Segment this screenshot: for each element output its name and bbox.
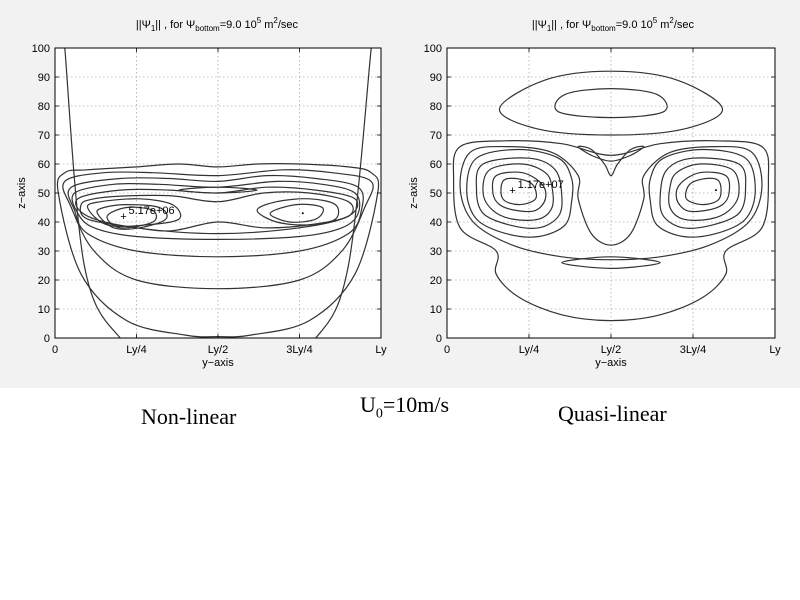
y-tick-label: 100 — [424, 43, 442, 55]
y-axis-label: z−axis — [408, 177, 420, 209]
y-tick-label: 30 — [430, 246, 442, 258]
caption-quasi-linear: Quasi-linear — [558, 401, 667, 426]
contour-line — [577, 145, 645, 177]
contour-line — [684, 177, 722, 206]
y-tick-label: 20 — [38, 275, 50, 287]
caption-velocity: U0=10m/s — [360, 392, 449, 422]
caption-velocity-subscript: 0 — [375, 406, 383, 422]
x-tick-label: 0 — [52, 344, 58, 356]
y-tick-label: 70 — [38, 130, 50, 142]
y-tick-label: 60 — [430, 159, 442, 171]
plot-non-linear: ||Ψ1|| , for Ψbottom=9.0 105 m2/sec 0 Ly/… — [16, 16, 387, 369]
contour-line — [452, 140, 770, 322]
y-tick-label: 10 — [430, 304, 442, 316]
maximum-plus-marker: + — [120, 211, 126, 223]
contour-line — [491, 171, 547, 213]
contour-line — [659, 157, 747, 229]
contour-lines — [56, 48, 380, 338]
contour-line — [459, 145, 763, 261]
axis-ticks: 0 Ly/4 Ly/2 3Ly/4 Ly 0 10 20 30 40 50 60 70 80 90 100 — [32, 43, 387, 356]
x-tick-label: Ly — [769, 344, 781, 356]
y-tick-label: 80 — [430, 101, 442, 113]
contour-line — [64, 48, 372, 338]
x-tick-label: Ly/2 — [208, 344, 228, 356]
y-tick-label: 70 — [430, 130, 442, 142]
plot-title: ||Ψ1|| , for Ψbottom=9.0 105 m2/sec — [136, 16, 299, 33]
secondary-center-dot — [301, 212, 304, 215]
contour-line — [67, 174, 364, 258]
secondary-center-dot — [714, 189, 717, 192]
plot-title: ||Ψ1|| , for Ψbottom=9.0 105 m2/sec — [532, 16, 695, 33]
contour-line — [500, 177, 538, 206]
plot-frame — [446, 47, 776, 339]
maximum-marker: +5.17e+06 — [120, 205, 304, 223]
contour-line — [106, 206, 158, 229]
maximum-marker: +1.17e+07 — [509, 179, 717, 197]
y-tick-label: 10 — [38, 304, 50, 316]
contour-lines — [452, 70, 770, 322]
y-tick-label: 40 — [430, 217, 442, 229]
contour-line — [178, 186, 258, 194]
x-axis-label: y−axis — [202, 357, 234, 369]
y-tick-label: 90 — [38, 72, 50, 84]
y-tick-label: 40 — [38, 217, 50, 229]
contour-line — [482, 163, 554, 221]
y-tick-label: 50 — [430, 188, 442, 200]
x-tick-label: Ly/4 — [519, 344, 539, 356]
maximum-value-label: 1.17e+07 — [518, 179, 564, 191]
y-tick-label: 50 — [38, 188, 50, 200]
contour-line — [561, 256, 661, 270]
maximum-plus-marker: + — [509, 185, 515, 197]
contour-line — [675, 171, 731, 213]
contour-line — [62, 169, 374, 290]
y-tick-label: 100 — [32, 43, 50, 55]
caption-velocity-symbol: U — [360, 392, 376, 417]
contour-line — [96, 203, 168, 230]
contour-line — [79, 191, 354, 232]
contour-line — [475, 157, 563, 229]
contour-line — [498, 70, 724, 136]
x-tick-label: 0 — [444, 344, 450, 356]
contour-line — [71, 180, 361, 241]
x-tick-label: Ly/2 — [601, 344, 621, 356]
y-tick-label: 90 — [430, 72, 442, 84]
x-tick-label: 3Ly/4 — [680, 344, 707, 356]
y-tick-label: 0 — [44, 333, 50, 345]
y-tick-label: 0 — [436, 333, 442, 345]
x-tick-label: Ly/4 — [126, 344, 146, 356]
x-tick-label: Ly — [375, 344, 387, 356]
contour-line — [554, 87, 668, 119]
maximum-value-label: 5.17e+06 — [128, 205, 174, 217]
y-tick-label: 30 — [38, 246, 50, 258]
contour-line — [466, 148, 574, 238]
contour-line — [648, 148, 756, 238]
y-tick-label: 80 — [38, 101, 50, 113]
contour-line — [56, 163, 380, 338]
y-axis-label: z−axis — [16, 177, 28, 209]
y-tick-label: 60 — [38, 159, 50, 171]
caption-velocity-value: =10m/s — [382, 392, 450, 417]
contour-line — [269, 203, 325, 223]
caption-non-linear: Non-linear — [141, 404, 237, 429]
plot-quasi-linear: ||Ψ1|| , for Ψbottom=9.0 105 m2/sec 0 Ly/… — [408, 16, 781, 369]
x-axis-label: y−axis — [595, 357, 627, 369]
contour-line — [256, 198, 340, 226]
x-tick-label: 3Ly/4 — [286, 344, 313, 356]
y-tick-label: 20 — [430, 275, 442, 287]
contour-line — [668, 163, 740, 221]
plot-frame — [54, 47, 382, 339]
